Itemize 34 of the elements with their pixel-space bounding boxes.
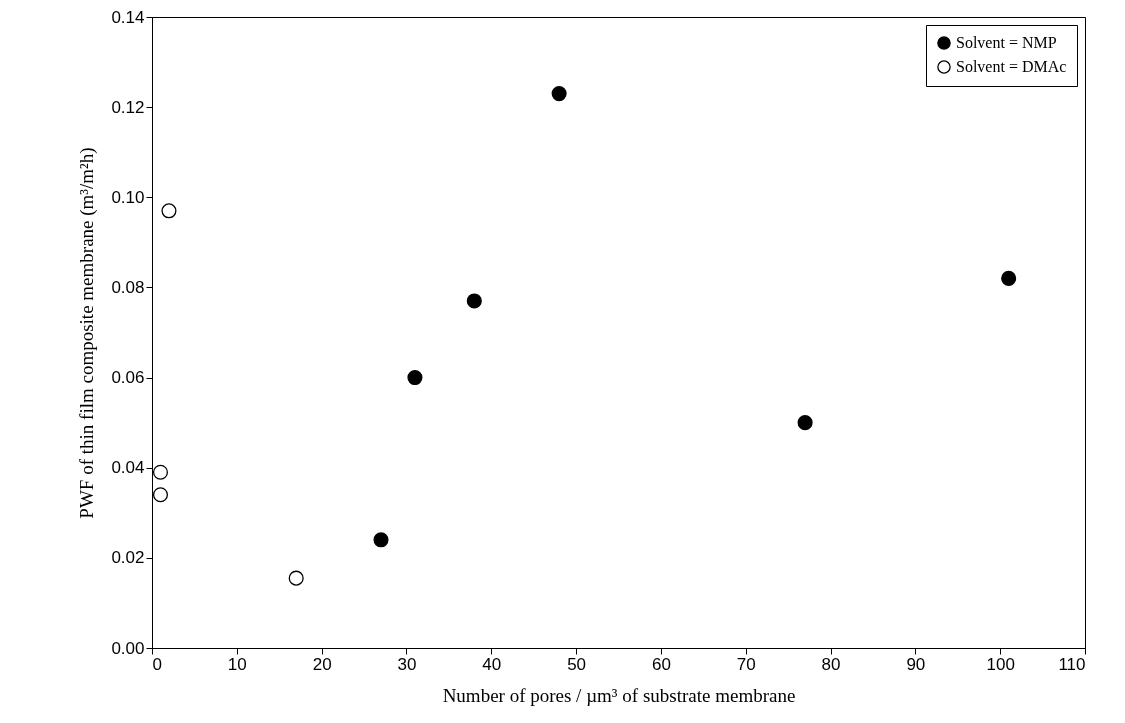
- y-axis-title: PWF of thin film composite membrane (m³/m²h): [76, 147, 99, 519]
- x-tick-label: 60: [651, 654, 671, 674]
- y-tick-label: 0.00: [111, 638, 145, 658]
- x-tick-label: 100: [986, 654, 1015, 674]
- point: [797, 415, 813, 431]
- x-axis-title: Number of pores / µm³ of substrate membrane: [442, 684, 796, 706]
- x-tick-label: 10: [227, 654, 247, 674]
- y-tick-label: 0.08: [111, 277, 145, 297]
- point: [551, 86, 567, 102]
- point: [161, 203, 177, 219]
- point: [288, 570, 304, 586]
- y-tick-label: 0.04: [111, 458, 145, 478]
- point: [407, 370, 423, 386]
- x-tick-label: 90: [906, 654, 926, 674]
- point: [373, 532, 389, 548]
- legend-label: Solvent = DMAc: [956, 58, 1067, 75]
- x-tick-label: 40: [482, 654, 502, 674]
- x-tick-label: 0: [152, 654, 162, 674]
- x-tick-label: 50: [567, 654, 587, 674]
- y-tick-label: 0.14: [111, 7, 145, 27]
- y-tick-label: 0.10: [111, 187, 145, 207]
- point: [1001, 270, 1017, 286]
- x-tick-label: 70: [736, 654, 756, 674]
- point: [152, 464, 169, 480]
- legend-label: Solvent = NMP: [956, 34, 1057, 51]
- x-tick-label: 30: [397, 654, 417, 674]
- point: [466, 293, 482, 309]
- x-tick-label: 20: [312, 654, 332, 674]
- x-tick-label: 80: [821, 654, 841, 674]
- point: [152, 487, 169, 503]
- y-tick-label: 0.12: [111, 97, 145, 117]
- y-tick-label: 0.06: [111, 368, 145, 388]
- x-tick-label: 110: [1058, 654, 1086, 674]
- y-tick-label: 0.02: [111, 548, 145, 568]
